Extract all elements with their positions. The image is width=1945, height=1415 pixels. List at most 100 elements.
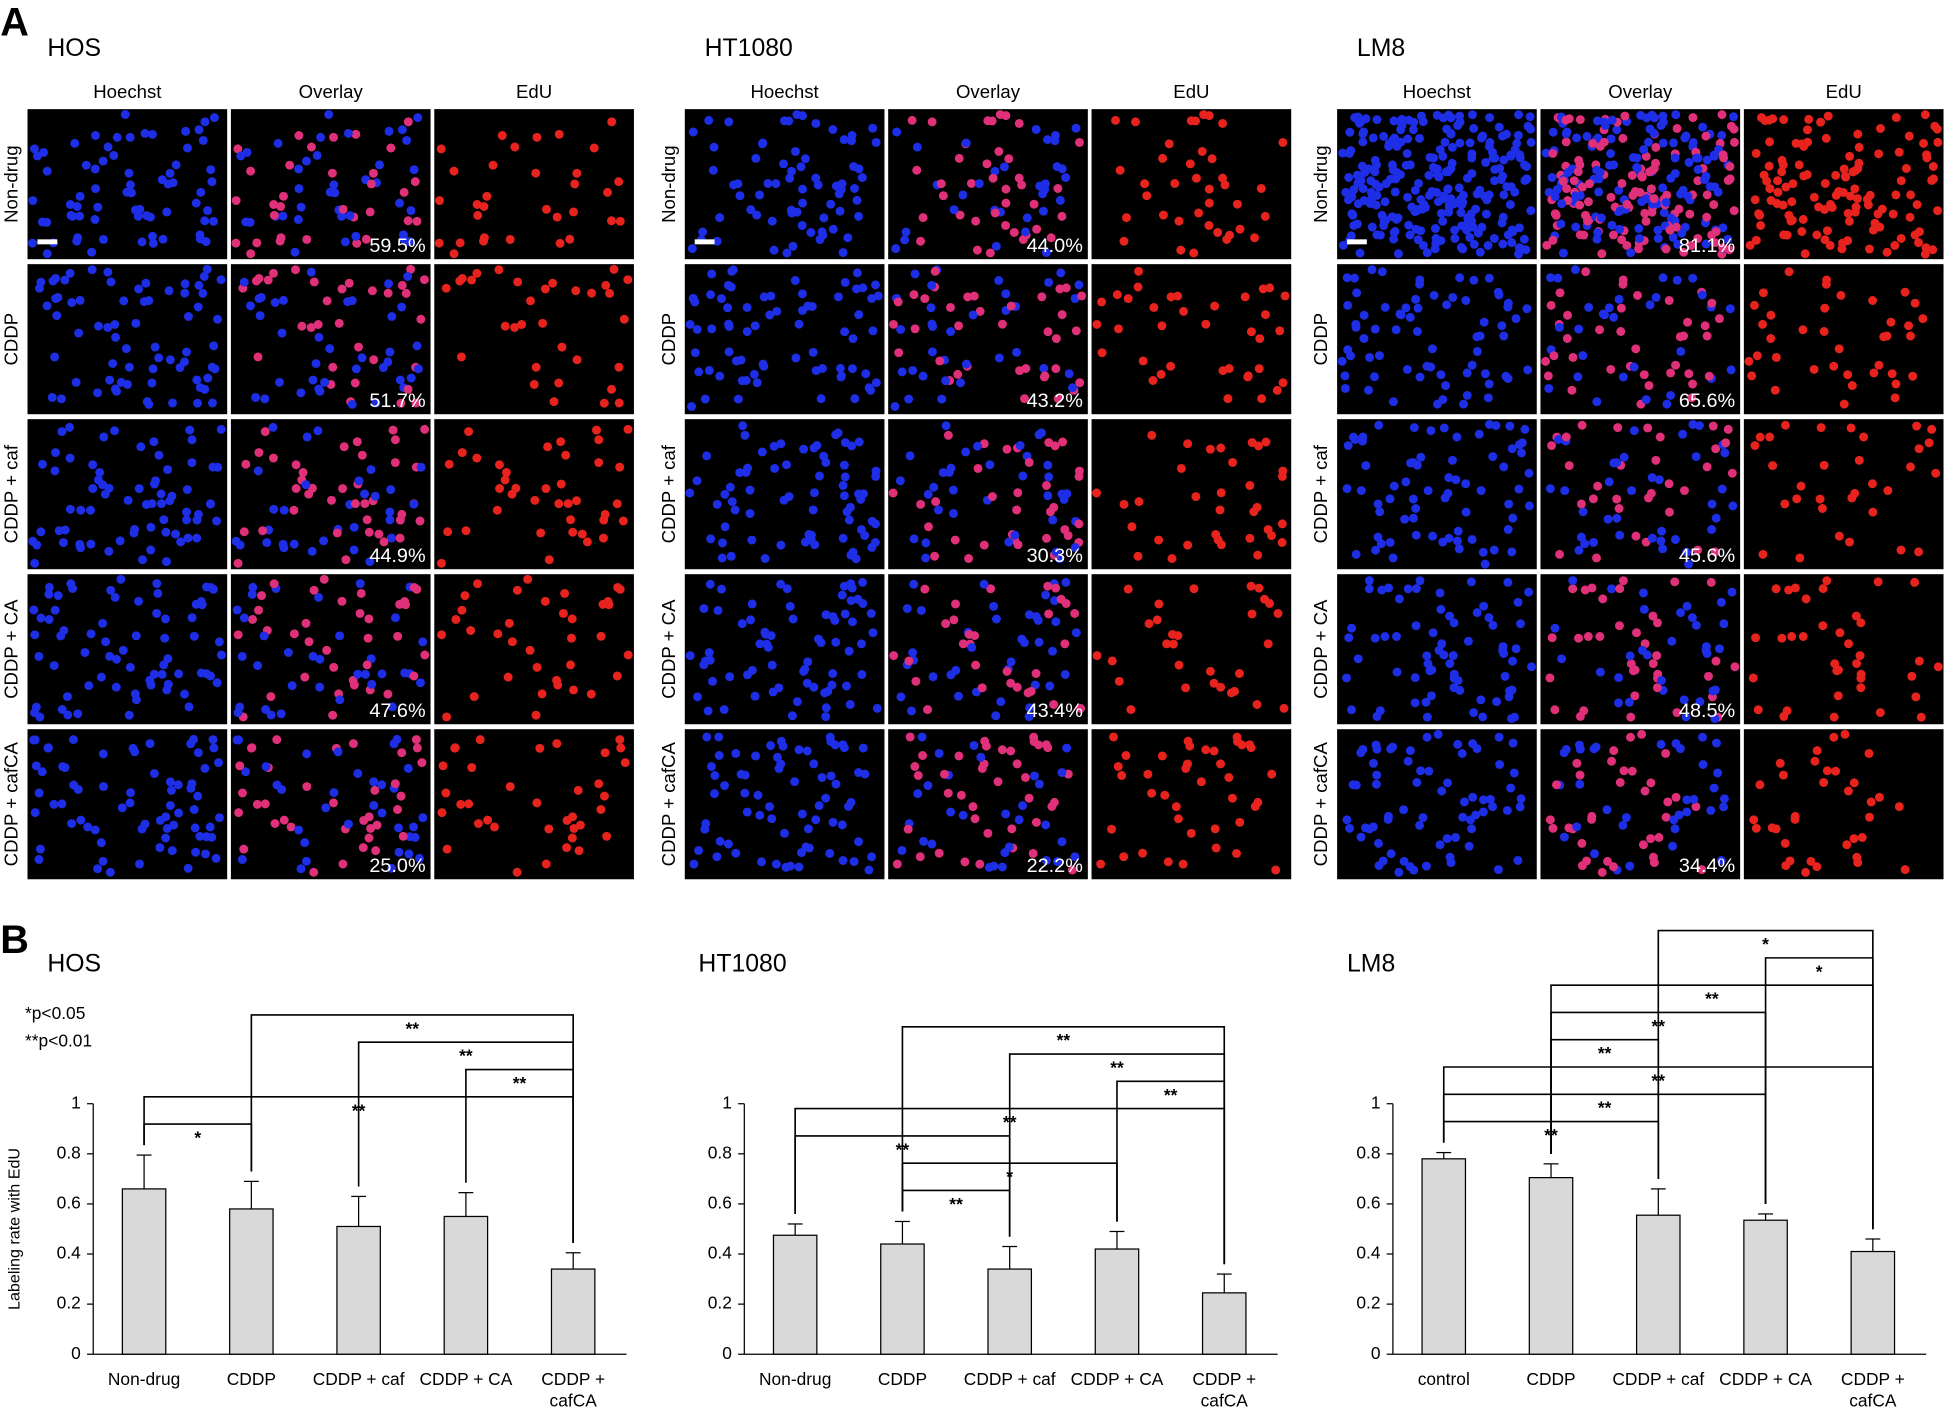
nucleus: [198, 135, 208, 145]
nucleus: [848, 547, 858, 557]
nucleus: [361, 234, 371, 244]
nucleus: [1931, 468, 1941, 478]
nucleus: [67, 298, 77, 307]
nucleus: [1922, 150, 1931, 160]
nucleus: [1896, 176, 1906, 186]
nucleus: [1220, 180, 1230, 190]
significance-bracket: [901, 1025, 1226, 1265]
nucleus: [1389, 234, 1399, 244]
nucleus: [1910, 577, 1920, 587]
x-tick-label: CDDP: [226, 1369, 276, 1389]
x-tick-label-box: Non-drug: [108, 1369, 180, 1389]
nucleus: [232, 605, 242, 615]
nucleus: [1379, 131, 1389, 141]
nucleus: [835, 363, 845, 373]
nucleus: [437, 630, 447, 640]
nucleus: [1626, 712, 1636, 722]
nucleus: [988, 173, 998, 183]
nucleus: [723, 303, 733, 313]
nucleus: [1485, 419, 1494, 429]
nucleus: [1509, 768, 1519, 778]
nucleus: [296, 202, 306, 212]
x-tick-label: CDDP + caf: [1612, 1369, 1705, 1389]
nucleus: [1630, 665, 1640, 675]
nucleus: [1464, 841, 1474, 851]
nucleus: [466, 626, 476, 635]
nucleus: [455, 238, 465, 248]
nucleus: [716, 294, 726, 304]
nucleus: [1606, 192, 1616, 202]
nucleus: [1676, 608, 1686, 618]
nucleus: [375, 160, 384, 170]
nucleus: [270, 298, 280, 307]
nucleus: [1453, 676, 1463, 685]
nucleus: [449, 249, 459, 259]
x-tick-label-box: Non-drug: [759, 1369, 831, 1389]
nucleus: [464, 799, 474, 809]
nucleus: [1006, 678, 1016, 688]
nucleus: [206, 165, 216, 175]
y-tick-label: 0.2: [57, 1293, 81, 1313]
micrograph-background: [27, 264, 228, 415]
nucleus: [868, 628, 878, 638]
nucleus: [1707, 298, 1717, 308]
nucleus: [1773, 187, 1783, 197]
nucleus: [1933, 137, 1943, 147]
nucleus: [58, 762, 68, 772]
nucleus: [1477, 222, 1487, 232]
nucleus: [130, 747, 140, 757]
nucleus: [395, 533, 405, 543]
nucleus: [1275, 326, 1285, 336]
nucleus: [297, 321, 307, 331]
nucleus: [415, 853, 424, 863]
nucleus: [821, 793, 831, 803]
nucleus: [1499, 462, 1509, 472]
micrograph-background: [27, 419, 228, 570]
nucleus: [1001, 198, 1011, 208]
nucleus: [1451, 833, 1460, 842]
nucleus: [1499, 155, 1509, 165]
nucleus: [1210, 824, 1220, 834]
nucleus: [1801, 867, 1811, 877]
nucleus: [1527, 662, 1537, 672]
nucleus: [1048, 646, 1057, 656]
nucleus: [405, 832, 415, 842]
nucleus: [1869, 368, 1879, 378]
nucleus: [1349, 185, 1359, 195]
nucleus: [399, 187, 409, 197]
nucleus: [812, 441, 822, 450]
nucleus: [495, 484, 505, 493]
nucleus: [67, 819, 77, 828]
nucleus: [1479, 601, 1489, 611]
significance-label: **: [1110, 1058, 1124, 1078]
nucleus: [1644, 493, 1653, 503]
x-tick-label: CDDP + cafCA: [541, 1369, 606, 1411]
nucleus: [187, 779, 197, 789]
nucleus: [905, 732, 915, 742]
nucleus: [387, 702, 397, 712]
nucleus: [308, 651, 318, 661]
nucleus: [106, 277, 116, 287]
nucleus: [209, 216, 219, 226]
nucleus: [1558, 176, 1568, 186]
nucleus: [167, 846, 177, 856]
nucleus: [1167, 554, 1177, 563]
nucleus: [1796, 481, 1806, 491]
nucleus: [1638, 588, 1648, 598]
nucleus: [1762, 176, 1772, 186]
nucleus: [254, 273, 264, 283]
nucleus: [540, 596, 550, 606]
x-tick-label-box: CDDP + CA: [419, 1369, 512, 1389]
nucleus: [735, 191, 745, 201]
nucleus: [1520, 424, 1530, 434]
nucleus: [844, 515, 854, 525]
nucleus: [1669, 815, 1679, 825]
nucleus: [1519, 234, 1529, 244]
nucleus: [565, 234, 575, 244]
nucleus: [688, 127, 698, 137]
nucleus: [905, 451, 915, 461]
nucleus: [1044, 277, 1054, 287]
nucleus: [1845, 191, 1855, 201]
nucleus: [1891, 379, 1901, 389]
nucleus: [1353, 654, 1363, 664]
